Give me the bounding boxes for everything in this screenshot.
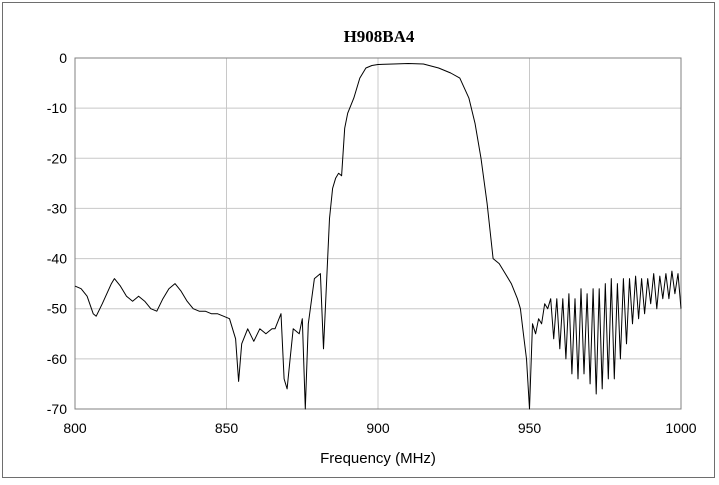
y-tick-label: -40 (47, 251, 67, 267)
y-tick-label: 0 (59, 50, 67, 66)
chart-title: H908BA4 (344, 27, 415, 46)
y-tick-label: -70 (47, 401, 67, 417)
x-tick-label: 950 (518, 420, 542, 436)
grid (74, 57, 682, 410)
y-tick-label: -20 (47, 150, 67, 166)
y-tick-label: -10 (47, 100, 67, 116)
y-tick-label: -50 (47, 301, 67, 317)
y-tick-label: -60 (47, 351, 67, 367)
chart-frame: H908BA4 0 -10 -20 -30 -40 -50 -60 -70 800 850 900… (2, 2, 715, 478)
x-axis-label: Frequency (MHz) (320, 450, 436, 467)
series-line (74, 63, 682, 410)
plot-area (74, 57, 682, 410)
x-tick-label: 800 (63, 420, 87, 436)
y-tick-labels: 0 -10 -20 -30 -40 -50 -60 -70 (47, 50, 67, 417)
x-tick-labels: 800 850 900 950 1000 (63, 420, 696, 436)
y-tick-label: -30 (47, 200, 67, 216)
x-tick-label: 1000 (665, 420, 696, 436)
x-tick-label: 900 (366, 420, 390, 436)
x-tick-label: 850 (215, 420, 239, 436)
chart-canvas: H908BA4 0 -10 -20 -30 -40 -50 -60 -70 800 850 900… (47, 27, 697, 467)
